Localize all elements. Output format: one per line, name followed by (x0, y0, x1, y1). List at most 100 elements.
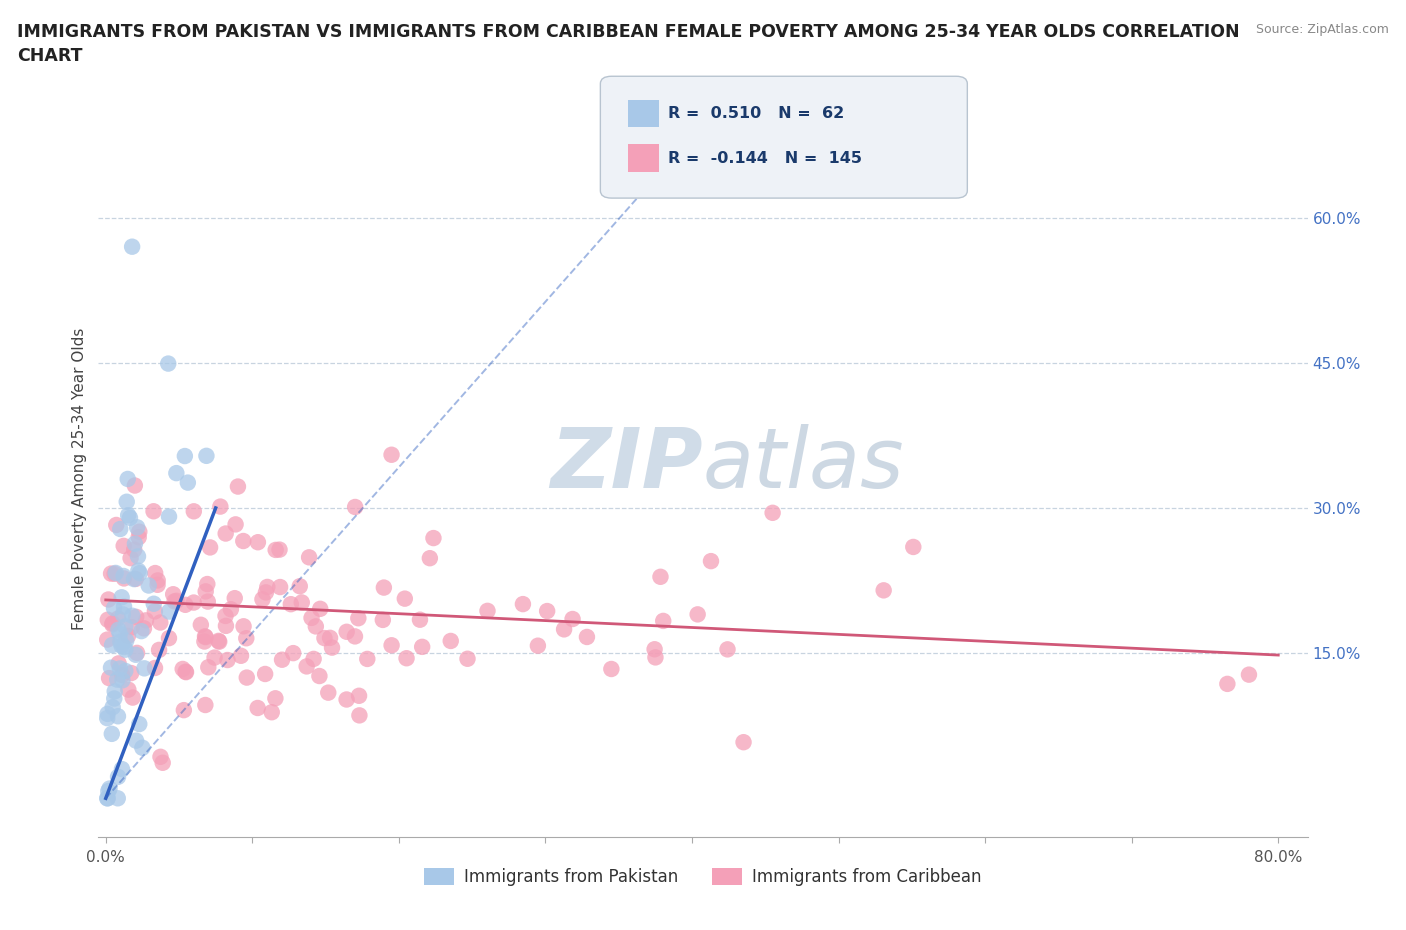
Point (762, 505, 785, 520)
Point (575, 630, 598, 644)
Point (97, 592, 120, 607)
Point (101, 726, 124, 741)
Point (336, 692, 359, 707)
Point (104, 566, 127, 581)
Point (110, 634, 132, 649)
Point (356, 652, 378, 667)
Point (371, 613, 394, 628)
Point (107, 656, 129, 671)
Point (246, 700, 269, 715)
Point (122, 542, 145, 557)
Point (347, 688, 370, 703)
Point (644, 642, 666, 657)
Point (111, 762, 134, 777)
Point (138, 578, 160, 593)
Point (107, 622, 129, 637)
Point (226, 479, 249, 494)
Point (536, 604, 558, 618)
Point (477, 604, 499, 618)
Point (246, 535, 269, 550)
Point (114, 663, 136, 678)
Point (411, 640, 433, 655)
Point (135, 613, 157, 628)
Point (652, 614, 675, 629)
Point (143, 565, 166, 580)
Point (108, 627, 131, 642)
Point (96, 632, 118, 647)
Point (114, 619, 136, 634)
Point (117, 629, 139, 644)
Point (224, 591, 246, 605)
Point (107, 790, 129, 805)
Point (128, 717, 150, 732)
Point (208, 634, 231, 649)
Point (125, 645, 148, 660)
Point (336, 624, 359, 639)
Point (343, 629, 366, 644)
Point (143, 604, 166, 618)
Point (117, 683, 139, 698)
Point (100, 660, 122, 675)
Point (283, 645, 305, 660)
Point (280, 597, 302, 612)
Point (131, 624, 153, 639)
Point (97, 612, 120, 627)
Point (214, 608, 236, 623)
Point (127, 520, 149, 535)
Point (98, 671, 121, 685)
Point (96, 707, 118, 722)
Point (107, 611, 129, 626)
Point (217, 653, 239, 668)
Point (111, 668, 134, 683)
Point (127, 564, 149, 578)
Point (204, 650, 226, 665)
Point (236, 671, 259, 685)
Point (104, 684, 127, 698)
Point (650, 569, 672, 584)
Point (215, 618, 238, 633)
Point (177, 475, 200, 490)
Point (232, 618, 254, 633)
Point (457, 651, 479, 666)
Legend: Immigrants from Pakistan, Immigrants from Caribbean: Immigrants from Pakistan, Immigrants fro… (418, 861, 988, 893)
Point (121, 690, 143, 705)
Point (190, 618, 212, 632)
Point (295, 659, 318, 674)
Point (121, 608, 143, 623)
Point (197, 594, 219, 609)
Point (111, 639, 134, 654)
Point (114, 643, 136, 658)
Point (298, 550, 321, 565)
Point (121, 239, 143, 254)
Point (103, 601, 125, 616)
Point (344, 499, 367, 514)
Point (254, 667, 277, 682)
Text: ZIP: ZIP (550, 424, 703, 505)
Point (215, 526, 238, 541)
Point (165, 466, 187, 481)
Point (380, 447, 402, 462)
Point (219, 602, 242, 617)
Point (172, 661, 194, 676)
Point (309, 602, 332, 617)
Point (149, 750, 172, 764)
Point (101, 616, 124, 631)
Point (152, 755, 174, 770)
Point (107, 709, 129, 724)
Point (117, 472, 139, 486)
Point (301, 610, 323, 625)
Point (733, 735, 755, 750)
Point (96, 711, 118, 725)
Point (111, 607, 134, 622)
Point (349, 708, 371, 723)
Point (198, 540, 221, 555)
Point (264, 691, 287, 706)
Point (903, 539, 925, 554)
Point (112, 538, 135, 553)
Text: Source: ZipAtlas.com: Source: ZipAtlas.com (1256, 23, 1389, 36)
Point (127, 549, 149, 564)
Point (194, 630, 217, 644)
Point (173, 448, 195, 463)
Point (716, 642, 738, 657)
Point (122, 572, 145, 587)
